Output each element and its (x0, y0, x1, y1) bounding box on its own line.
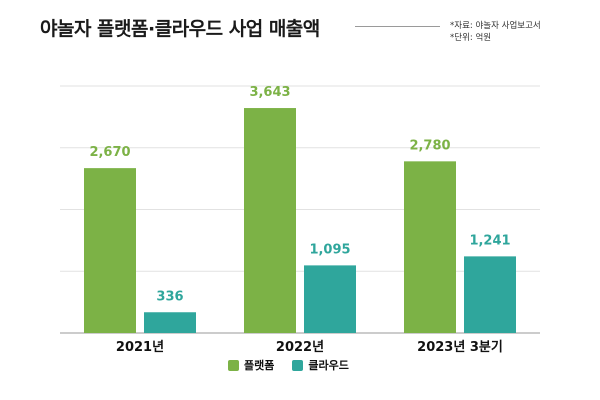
bar-platform (244, 108, 296, 334)
bar-cloud (144, 312, 196, 333)
x-tick-label: 2023년 3분기 (417, 340, 503, 355)
legend-item-cloud: 클라우드 (292, 357, 349, 373)
data-label-platform: 2,670 (89, 145, 130, 160)
x-tick-label: 2021년 (116, 340, 164, 355)
chart-title: 야놀자 플랫폼·클라우드 사업 매출액 (40, 18, 320, 40)
legend-label-cloud: 클라우드 (308, 359, 349, 372)
source-text: *자료: 야놀자 사업보고서 (450, 21, 541, 31)
title-divider (355, 26, 440, 27)
bar-cloud (464, 256, 516, 333)
bar-cloud (304, 265, 356, 333)
data-label-platform: 3,643 (249, 85, 290, 100)
data-label-cloud: 1,241 (469, 233, 510, 248)
x-tick-label: 2022년 (276, 340, 324, 355)
legend: 플랫폼 클라우드 (228, 357, 349, 373)
legend-item-platform: 플랫폼 (228, 357, 274, 373)
unit-text: *단위: 억원 (450, 33, 492, 43)
bar-platform (84, 168, 136, 333)
legend-swatch-platform (228, 359, 239, 371)
source-note: *자료: 야놀자 사업보고서 *단위: 억원 (450, 20, 541, 44)
legend-swatch-cloud (292, 359, 304, 371)
data-label-platform: 2,780 (409, 138, 450, 153)
legend-label-platform: 플랫폼 (244, 359, 275, 372)
bar-platform (404, 161, 456, 333)
data-label-cloud: 1,095 (309, 242, 350, 257)
data-label-cloud: 336 (156, 289, 183, 304)
